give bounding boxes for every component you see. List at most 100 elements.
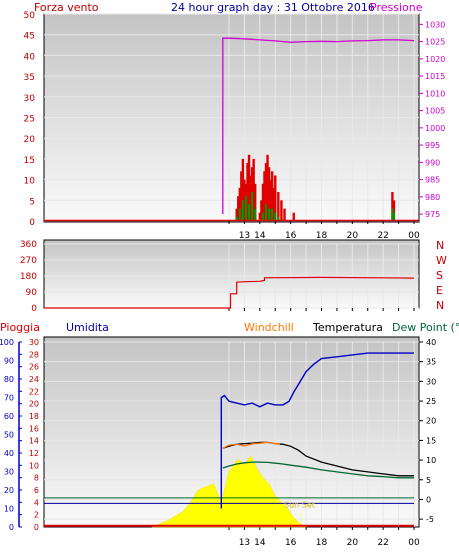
wind-bar: [237, 196, 240, 221]
wind-ylabel: 35: [24, 73, 35, 83]
wind-bar: [274, 175, 277, 221]
pressure-ylabel: 1015: [425, 72, 445, 81]
temp-ylabel: 30: [426, 377, 436, 386]
gust-bar: [254, 208, 257, 221]
wind-bar: [283, 208, 286, 221]
humidity-ylabel: 40: [4, 449, 14, 458]
wind-ylabel: 5: [29, 197, 35, 207]
rain-ylabel: 2: [34, 511, 39, 520]
wind-bar: [267, 167, 271, 221]
temp-ylabel: 25: [426, 397, 436, 406]
pressure-ylabel: 995: [425, 141, 440, 150]
gust-bar: [274, 212, 277, 221]
humidity-ylabel: 90: [4, 357, 14, 366]
wind-ylabel: 40: [24, 52, 36, 62]
pressure-ylabel: 1025: [425, 38, 445, 47]
wind-bar: [238, 187, 241, 221]
chart-title: 24 hour graph day : 31 Ottobre 2016: [171, 1, 375, 14]
wind-bar: [243, 179, 246, 221]
pressure-ylabel: 990: [425, 158, 440, 167]
humidity-ylabel: 100: [0, 338, 14, 347]
compass-label: N: [436, 239, 444, 252]
wind-bar: [241, 158, 245, 221]
wind-bar: [391, 192, 394, 221]
temp-ylabel: 40: [426, 338, 436, 347]
dir-ylabel: 0: [31, 304, 37, 314]
temp-ylabel: 5: [426, 476, 431, 485]
compass-label: S: [436, 269, 443, 282]
temp-xlabel: 14: [254, 538, 266, 548]
gust-bar: [277, 216, 280, 221]
wind-bar: [280, 200, 283, 221]
wind-bar: [258, 212, 262, 221]
wind-bar: [249, 175, 252, 221]
pressure-ylabel: 985: [425, 176, 440, 185]
rain-ylabel: 20: [29, 400, 39, 409]
temperature-line: [222, 441, 414, 477]
dewpoint-line: [222, 461, 414, 479]
wind-ylabel: 45: [24, 32, 35, 42]
wind-xlabel: 22: [377, 231, 388, 241]
wind-xlabel: 18: [316, 231, 328, 241]
gust-bar: [248, 204, 251, 221]
wind-bar: [246, 163, 249, 221]
wind-bar: [254, 183, 257, 221]
pressure-ylabel: 1030: [425, 20, 445, 29]
gust-bar: [235, 216, 238, 221]
temperature-legend: Temperatura: [312, 321, 383, 334]
solar-area: [151, 455, 307, 528]
wind-axis-title: Forza vento: [34, 1, 99, 14]
wind-bar: [270, 171, 274, 221]
rain-ylabel: 12: [29, 449, 39, 458]
dir-ylabel: 180: [20, 272, 37, 282]
temp-xlabel: 16: [285, 538, 297, 548]
gust-bar: [261, 212, 264, 221]
humidity-ylabel: 50: [4, 431, 14, 440]
pressure-ylabel: 1000: [425, 124, 445, 133]
humidity-ylabel: 20: [4, 486, 14, 495]
temp-xlabel: 20: [347, 538, 359, 548]
temp-ylabel: -5: [426, 515, 434, 524]
wind-ylabel: 20: [24, 135, 36, 145]
humidity-ylabel: 80: [4, 375, 14, 384]
dir-ylabel: 360: [20, 240, 37, 250]
compass-label: N: [436, 299, 444, 312]
wind-bar: [261, 183, 265, 221]
rain-ylabel: 0: [34, 523, 39, 532]
humidity-ylabel: 10: [4, 505, 14, 514]
wind-bar: [263, 171, 266, 221]
temp-ylabel: 0: [426, 495, 431, 504]
compass-label: E: [436, 284, 443, 297]
rain-ylabel: 8: [34, 474, 39, 483]
pressure-line: [222, 37, 415, 215]
direction-line: [44, 276, 415, 309]
temp-ylabel: 20: [426, 417, 436, 426]
wind-bar: [240, 171, 243, 221]
rain-ylabel: 28: [29, 350, 39, 359]
gust-bar: [271, 208, 274, 221]
wind-ylabel: 50: [24, 11, 36, 21]
gust-bar: [391, 208, 394, 221]
wind-bar: [269, 179, 272, 221]
temp-ylabel: 15: [426, 436, 436, 445]
wind-bar: [292, 212, 295, 221]
temp-xlabel: 18: [316, 538, 328, 548]
pressure-ylabel: 1010: [425, 89, 445, 98]
humidity-legend: Umidita: [66, 321, 109, 334]
gust-bar: [251, 192, 254, 221]
rain-ylabel: 26: [29, 363, 39, 372]
wind-xlabel: 16: [285, 231, 297, 241]
temp-xlabel: 22: [377, 538, 388, 548]
windchill-legend: Windchill: [244, 321, 294, 334]
compass-label: W: [436, 254, 447, 267]
dir-ylabel: 270: [20, 256, 37, 266]
dir-ylabel: 90: [26, 288, 38, 298]
wind-xlabel: 14: [254, 231, 266, 241]
wind-bar: [252, 158, 255, 221]
rain-ylabel: 10: [29, 461, 39, 470]
rain-ylabel: 16: [29, 424, 39, 433]
wind-ylabel: 10: [24, 177, 36, 187]
rain-ylabel: 24: [29, 375, 39, 384]
direction-panel: [43, 239, 420, 309]
